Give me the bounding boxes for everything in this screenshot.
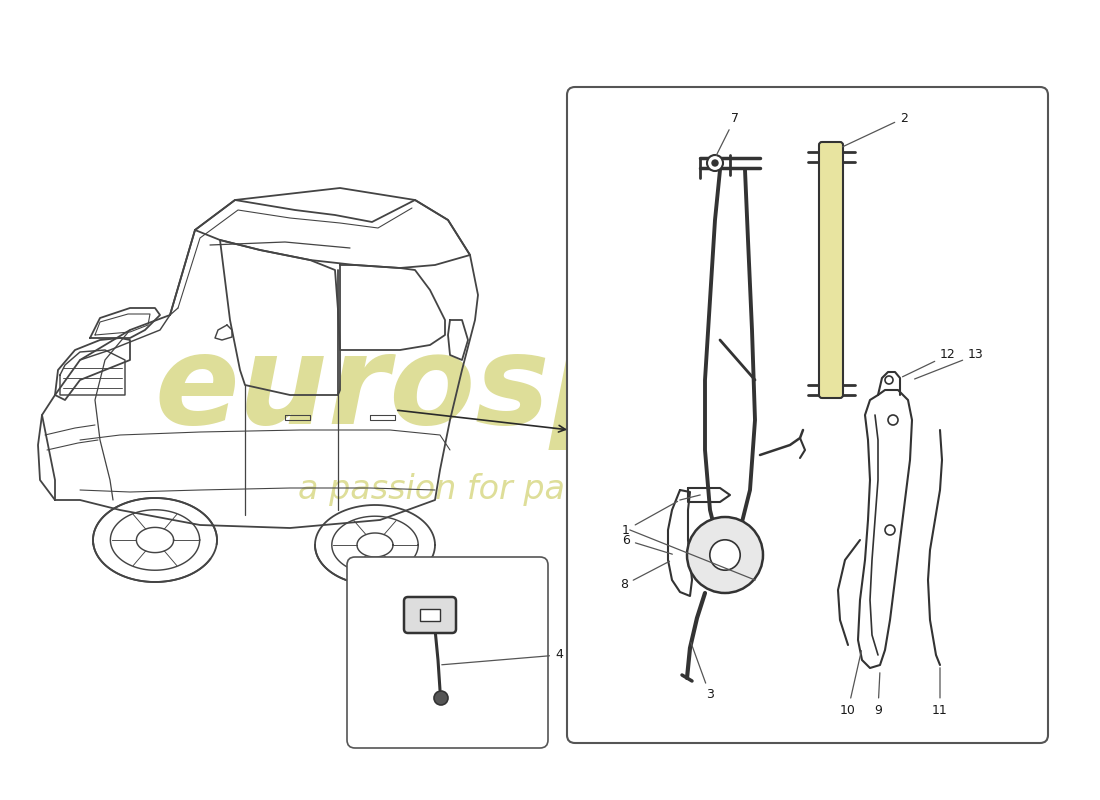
Text: 11: 11	[932, 668, 948, 717]
Text: 7: 7	[716, 111, 739, 155]
Bar	[420, 609, 440, 621]
FancyBboxPatch shape	[346, 557, 548, 748]
Circle shape	[688, 517, 763, 593]
Circle shape	[886, 376, 893, 384]
Circle shape	[886, 525, 895, 535]
Text: 9: 9	[874, 673, 882, 717]
Circle shape	[712, 160, 718, 166]
Text: 12: 12	[902, 349, 956, 377]
FancyBboxPatch shape	[566, 87, 1048, 743]
FancyBboxPatch shape	[404, 597, 456, 633]
Circle shape	[710, 540, 740, 570]
Text: 6: 6	[623, 534, 672, 554]
Circle shape	[888, 415, 898, 425]
Text: a passion for parts since 1985: a passion for parts since 1985	[298, 474, 802, 506]
Text: 13: 13	[914, 349, 983, 379]
Circle shape	[707, 155, 723, 171]
Circle shape	[434, 691, 448, 705]
Text: 1: 1	[623, 502, 678, 537]
Text: 10: 10	[840, 650, 861, 717]
Text: 8: 8	[620, 562, 670, 591]
Text: eurospares: eurospares	[155, 330, 945, 450]
Text: 4: 4	[442, 649, 563, 665]
Text: 3: 3	[691, 642, 714, 702]
Text: 2: 2	[843, 111, 908, 147]
FancyBboxPatch shape	[820, 142, 843, 398]
